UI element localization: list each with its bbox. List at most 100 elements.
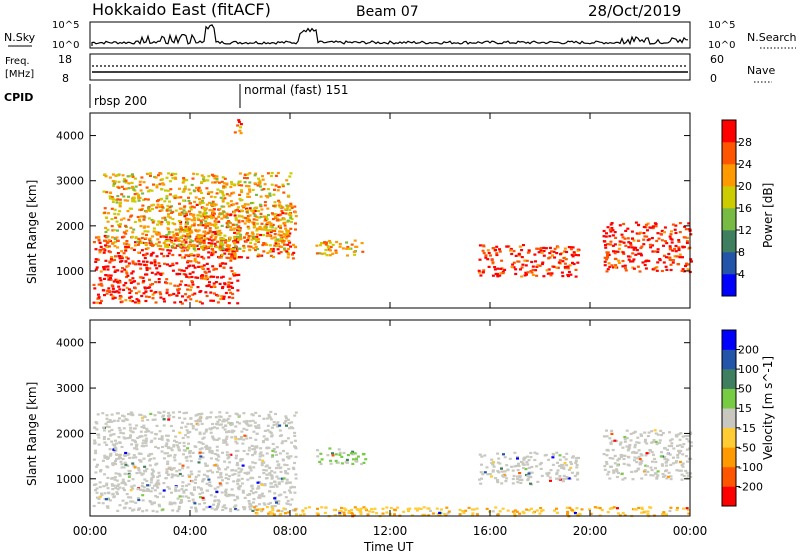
power-cell (159, 273, 163, 276)
velocity-cell (224, 488, 228, 491)
power-cell (108, 290, 111, 293)
power-cell (144, 210, 148, 213)
velocity-cell (141, 499, 145, 502)
velocity-cell (227, 477, 230, 481)
power-cell (499, 267, 503, 270)
power-cell (204, 207, 208, 210)
velocity-cell (294, 473, 298, 476)
power-cell (256, 184, 260, 187)
velocity-cell (166, 473, 170, 476)
power-cell (228, 214, 232, 217)
power-cell (286, 183, 290, 186)
velocity-cell (261, 459, 265, 462)
power-cell (611, 229, 615, 232)
power-cell (273, 236, 277, 239)
power-cell (153, 262, 157, 265)
velocity-cell (128, 429, 132, 432)
x-tick-label: 12:00 (373, 524, 408, 538)
velocity-cell (270, 455, 274, 458)
velocity-cell (516, 457, 519, 460)
velocity-cell (320, 458, 324, 461)
power-cell (274, 213, 278, 216)
power-cell (548, 246, 552, 249)
power-cell (180, 235, 184, 238)
power-cell (478, 258, 482, 261)
velocity-cell (678, 438, 682, 441)
power-cell (227, 302, 231, 305)
power-cell (107, 287, 111, 290)
power-cell (269, 174, 273, 178)
power-cell (182, 269, 186, 272)
power-cell (230, 192, 234, 195)
power-cell (177, 287, 181, 291)
power-cell (200, 276, 204, 279)
power-cell (265, 217, 269, 221)
velocity-cell (245, 472, 249, 475)
velocity-cell (647, 431, 651, 434)
power-cell (164, 189, 167, 192)
velocity-cell (342, 507, 346, 510)
velocity-cell (562, 474, 566, 477)
velocity-cell (615, 468, 619, 471)
velocity-cell (224, 493, 228, 496)
velocity-cell (170, 473, 174, 476)
power-cell (106, 246, 110, 249)
velocity-cell (221, 451, 224, 454)
power-cell (192, 189, 196, 192)
velocity-cell (113, 478, 117, 481)
power-cell (146, 247, 150, 250)
velocity-cell (170, 491, 173, 494)
velocity-cell (267, 512, 271, 515)
power-cell (477, 269, 481, 272)
velocity-cell (186, 422, 190, 425)
velocity-cell (226, 457, 230, 460)
power-cell (269, 225, 273, 228)
velocity-cell (271, 509, 275, 512)
power-cell (360, 242, 364, 245)
velocity-cell (570, 462, 573, 465)
power-cell (118, 297, 122, 300)
power-cell (664, 265, 668, 268)
power-cell (269, 230, 273, 234)
power-cell (182, 212, 186, 215)
velocity-cell (561, 480, 565, 483)
velocity-cell (97, 497, 101, 500)
velocity-cell (265, 464, 269, 467)
velocity-cell (617, 457, 621, 460)
power-cell (171, 246, 175, 249)
velocity-cell (381, 512, 385, 515)
velocity-cell (146, 488, 150, 491)
power-cell (552, 250, 556, 253)
power-cell (266, 172, 270, 175)
power-cell (607, 262, 611, 265)
power-cell (250, 238, 254, 241)
velocity-cell (208, 481, 212, 484)
power-cell (286, 243, 290, 246)
velocity-cell (112, 495, 116, 498)
power-cell (245, 207, 249, 210)
velocity-cell (181, 485, 185, 488)
power-cell (133, 301, 137, 304)
velocity-cell (110, 428, 114, 432)
power-cell (155, 267, 159, 270)
power-cell (606, 256, 610, 259)
power-cell (96, 301, 100, 304)
velocity-cell (462, 511, 466, 514)
velocity-cell (122, 415, 126, 418)
velocity-cell (269, 501, 273, 505)
velocity-cell (273, 497, 277, 500)
power-cell (218, 208, 222, 211)
velocity-cell (276, 425, 280, 428)
power-cell (145, 268, 149, 271)
power-cell (345, 247, 349, 250)
velocity-cell (389, 506, 393, 510)
velocity-cell (162, 457, 166, 460)
power-cell (196, 276, 200, 279)
velocity-cell (338, 510, 341, 513)
velocity-cell (270, 435, 274, 438)
power-cell (239, 233, 243, 236)
velocity-cell (566, 513, 569, 516)
power-cell (174, 246, 177, 249)
power-cell (541, 261, 545, 264)
velocity-cell (240, 482, 244, 485)
